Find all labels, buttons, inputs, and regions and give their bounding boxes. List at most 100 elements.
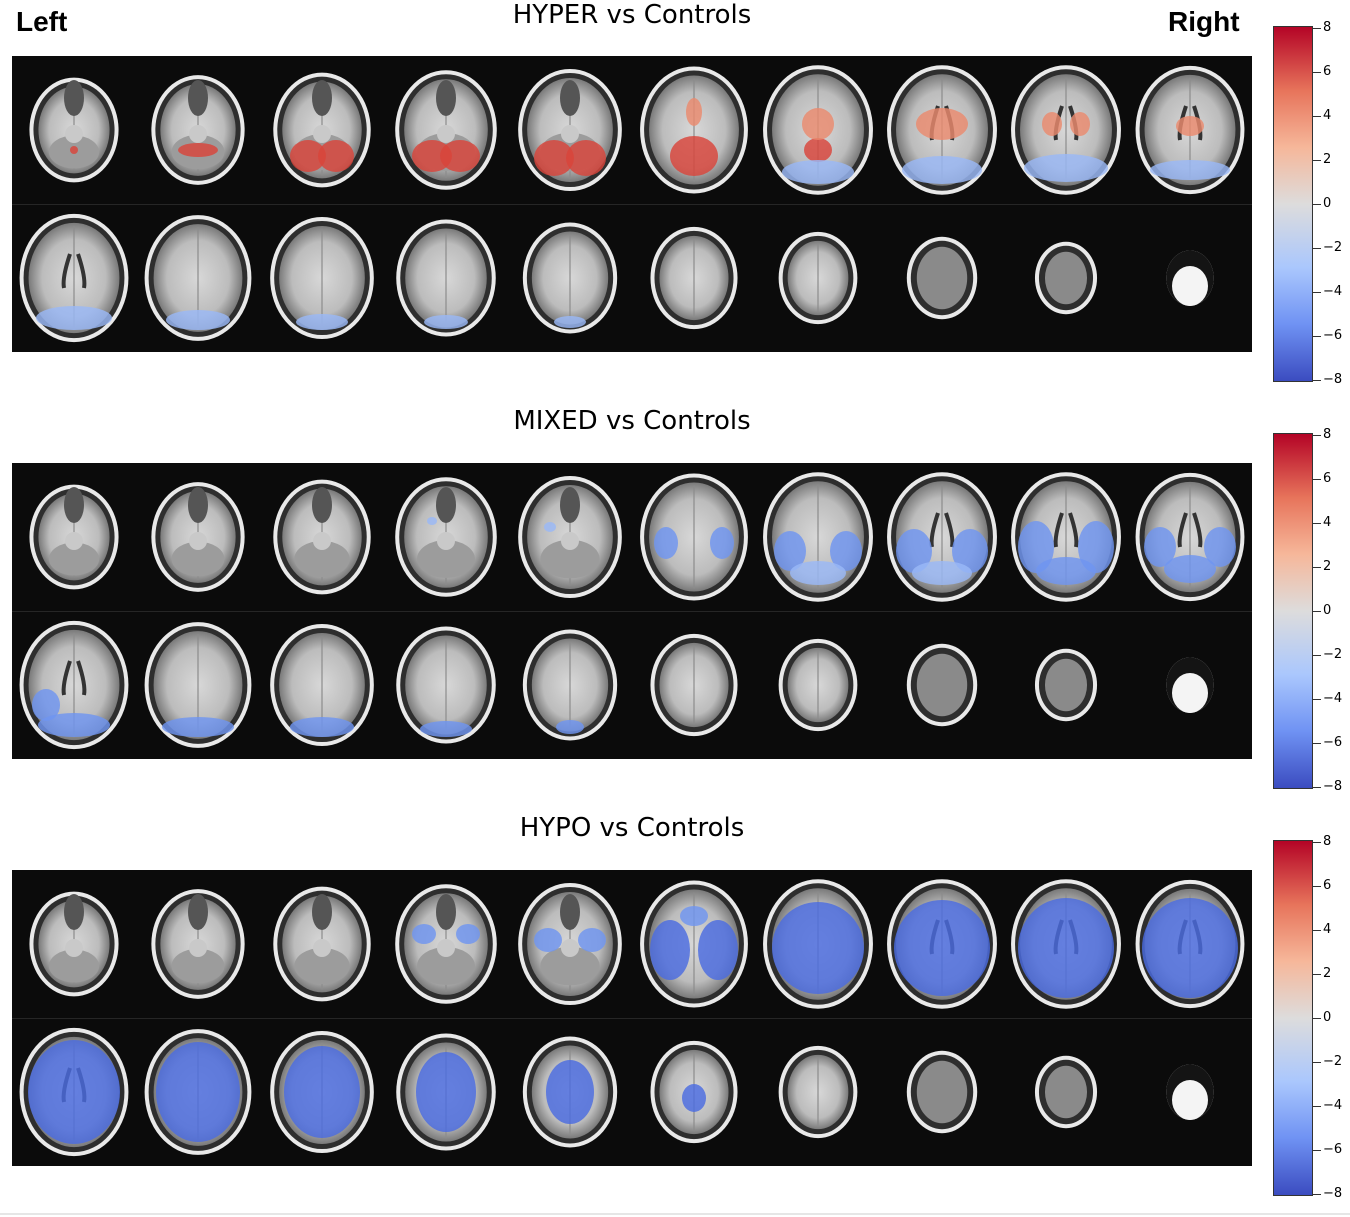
brain-slice [640,473,748,601]
statistical-overlay [412,924,436,944]
colorbar-tick-label: 6 [1323,471,1332,486]
brain-slice [144,215,252,341]
colorbar-tick-label: −8 [1323,372,1343,387]
colorbar-tick-label: −2 [1323,240,1343,255]
colorbar-tick-label: −6 [1323,735,1343,750]
statistical-overlay [534,928,562,952]
statistical-overlay [650,920,690,980]
statistical-overlay [804,138,832,162]
statistical-overlay [412,140,452,172]
brain-slices-panel-hyper [12,56,1252,352]
brain-slice [640,66,748,194]
brain-slices-hyper [12,65,1252,343]
brain-slice [29,77,119,183]
statistical-overlay [698,920,738,980]
colorbar-tick [1313,204,1321,205]
brain-slice [778,1045,858,1139]
brain-slice [518,882,622,1006]
statistical-overlay [32,689,60,721]
colorbar-tick-label: 4 [1323,515,1332,530]
statistical-overlay [70,146,78,154]
statistical-overlay [534,140,574,176]
colorbar-tick-label: 2 [1323,152,1332,167]
colorbar-tick-label: 2 [1323,966,1332,981]
statistical-overlay [38,713,110,737]
colorbar-tick [1313,1062,1321,1063]
bottom-rule [0,1213,1350,1215]
colorbar-tick-label: −6 [1323,328,1343,343]
statistical-overlay [420,721,472,737]
statistical-overlay [710,527,734,559]
brain-slice [522,222,618,334]
colorbar-tick-label: −2 [1323,1054,1343,1069]
brain-slice [270,623,374,747]
statistical-overlay [284,1046,360,1138]
statistical-overlay [556,720,584,734]
brain-slice [1034,1055,1098,1129]
colorbar-tick [1313,1106,1321,1107]
brain-slice [518,68,622,192]
statistical-overlay [952,529,988,573]
brain-slice [778,638,858,732]
statistical-overlay [916,108,968,140]
brain-slices-panel-mixed [12,463,1252,759]
brain-slice [906,236,978,320]
statistical-overlay [578,928,606,952]
colorbar-tick [1313,611,1321,612]
brain-slice [1166,1064,1214,1120]
statistical-overlay [1142,898,1238,998]
brain-slice [522,629,618,741]
brain-slice [395,884,497,1004]
statistical-overlay [1018,898,1114,998]
colorbar-hypo [1273,840,1313,1196]
colorbar-tick [1313,974,1321,975]
brain-slice [395,70,497,190]
colorbar-tick [1313,72,1321,73]
colorbar-tick-label: −8 [1323,1186,1343,1201]
colorbar-tick [1313,1150,1321,1151]
statistical-overlay [1150,160,1230,180]
statistical-overlay [682,1084,706,1112]
statistical-overlay [1036,557,1096,585]
statistical-overlay [318,140,354,172]
colorbar-tick-label: 4 [1323,922,1332,937]
statistical-overlay [290,717,354,737]
colorbar-tick-label: −4 [1323,691,1343,706]
colorbar-tick-label: 8 [1323,427,1332,442]
statistical-overlay [686,98,702,126]
colorbar-tick-label: −2 [1323,647,1343,662]
colorbar-mixed [1273,433,1313,789]
brain-slice [650,226,738,330]
colorbar-tick-label: 8 [1323,834,1332,849]
colorbar-tick [1313,886,1321,887]
colorbar-tick [1313,699,1321,700]
statistical-overlay [790,561,846,585]
statistical-overlay [902,156,982,184]
brain-slice [650,633,738,737]
statistical-overlay [554,316,586,328]
brain-slice [270,216,374,340]
brain-slice [395,477,497,597]
colorbar-tick [1313,787,1321,788]
brain-slice [151,75,245,185]
colorbar-tick-label: 0 [1323,1010,1332,1025]
statistical-overlay [772,902,864,994]
statistical-overlay [1024,154,1108,182]
colorbar-tick [1313,28,1321,29]
colorbar-tick-label: −6 [1323,1142,1343,1157]
statistical-overlay [1164,555,1216,583]
statistical-overlay [1176,116,1204,136]
panel-title-hyper: HYPER vs Controls [512,0,752,30]
colorbar-hyper [1273,26,1313,382]
brain-slice [29,891,119,997]
brain-slices-mixed [12,472,1252,750]
statistical-overlay [28,1040,120,1144]
statistical-overlay [162,717,234,737]
statistical-overlay [544,522,556,532]
statistical-overlay [830,531,862,571]
statistical-overlay [296,314,348,330]
colorbar-tick [1313,248,1321,249]
colorbar-tick-label: −4 [1323,284,1343,299]
brain-slice [1034,648,1098,722]
colorbar-tick [1313,743,1321,744]
